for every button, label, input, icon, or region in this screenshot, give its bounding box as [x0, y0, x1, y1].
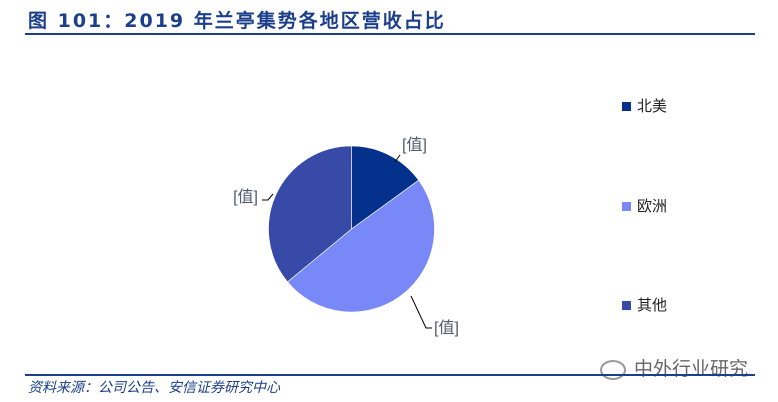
legend-label: 北美	[637, 97, 668, 115]
leader-line	[262, 193, 274, 201]
legend-label: 欧洲	[637, 197, 668, 215]
leader-line	[394, 154, 401, 163]
data-label: [值]	[434, 319, 459, 337]
source-note: 资料来源：公司公告、安信证券研究中心	[28, 380, 280, 396]
watermark-text: 中外行业研究	[634, 358, 749, 380]
legend-label: 其他	[637, 296, 668, 314]
watermark: 中外行业研究	[600, 354, 748, 381]
leader-line	[410, 295, 432, 329]
legend-swatch	[622, 102, 631, 111]
pie-slice-2	[268, 145, 352, 283]
legend-item-other: 其他	[622, 294, 667, 315]
footer-divider	[25, 374, 755, 376]
title-divider	[25, 33, 755, 35]
wechat-icon	[600, 359, 626, 380]
data-label: [值]	[233, 188, 258, 206]
legend-swatch	[622, 301, 631, 310]
pie-slice-1	[287, 179, 435, 313]
legend-swatch	[622, 202, 631, 211]
data-label: [值]	[402, 136, 427, 154]
figure-title: 图 101：2019 年兰亭集势各地区营收占比	[28, 10, 446, 32]
legend-item-north-america: 北美	[622, 95, 667, 116]
legend-item-europe: 欧洲	[622, 195, 667, 216]
pie-slice-0	[351, 145, 420, 230]
